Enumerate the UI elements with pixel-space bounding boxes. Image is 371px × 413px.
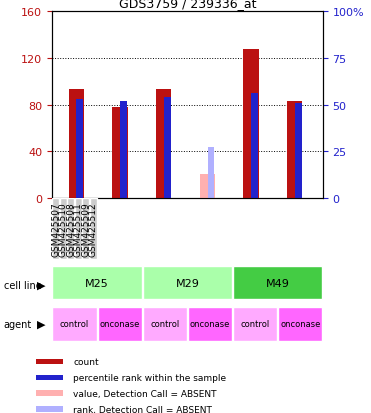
Text: onconase: onconase (99, 320, 140, 329)
Bar (76, 100, 83, 198)
Text: ▶: ▶ (37, 319, 46, 329)
FancyBboxPatch shape (67, 199, 75, 260)
Text: percentile rank within the sample: percentile rank within the sample (73, 373, 226, 382)
FancyBboxPatch shape (98, 307, 142, 341)
FancyBboxPatch shape (75, 199, 82, 260)
Text: M25: M25 (85, 278, 109, 288)
Text: cell line: cell line (4, 280, 42, 290)
Text: M29: M29 (175, 278, 199, 288)
Text: GSM425511: GSM425511 (74, 202, 83, 256)
Title: GDS3759 / 239336_at: GDS3759 / 239336_at (119, 0, 256, 10)
FancyBboxPatch shape (90, 199, 97, 260)
Text: GSM425509: GSM425509 (81, 202, 90, 256)
Bar (156, 90, 171, 198)
FancyBboxPatch shape (188, 307, 232, 341)
Bar (207, 148, 214, 198)
Text: ▶: ▶ (37, 280, 46, 290)
Bar (69, 90, 84, 198)
FancyBboxPatch shape (52, 307, 96, 341)
Text: onconase: onconase (190, 320, 230, 329)
FancyBboxPatch shape (82, 199, 89, 260)
Text: value, Detection Call = ABSENT: value, Detection Call = ABSENT (73, 389, 217, 398)
Bar (287, 102, 302, 198)
Text: M49: M49 (266, 278, 290, 288)
Text: GSM425512: GSM425512 (89, 202, 98, 256)
FancyBboxPatch shape (233, 307, 277, 341)
Bar (120, 102, 127, 198)
FancyBboxPatch shape (36, 359, 63, 364)
Bar (295, 104, 302, 198)
FancyBboxPatch shape (36, 406, 63, 412)
Text: agent: agent (4, 319, 32, 329)
Text: rank, Detection Call = ABSENT: rank, Detection Call = ABSENT (73, 405, 212, 413)
Bar (251, 94, 258, 198)
FancyBboxPatch shape (52, 266, 142, 300)
Bar (164, 98, 171, 198)
FancyBboxPatch shape (143, 266, 232, 300)
FancyBboxPatch shape (278, 307, 322, 341)
Bar (243, 50, 259, 198)
Text: count: count (73, 357, 99, 366)
Bar (112, 108, 128, 198)
Text: onconase: onconase (280, 320, 321, 329)
FancyBboxPatch shape (52, 199, 59, 260)
Text: control: control (150, 320, 180, 329)
Text: control: control (240, 320, 270, 329)
Bar (200, 175, 215, 198)
FancyBboxPatch shape (143, 307, 187, 341)
FancyBboxPatch shape (233, 266, 322, 300)
FancyBboxPatch shape (60, 199, 67, 260)
Text: GSM425507: GSM425507 (51, 202, 60, 256)
Text: GSM425508: GSM425508 (66, 202, 75, 256)
FancyBboxPatch shape (36, 375, 63, 380)
Text: control: control (60, 320, 89, 329)
Text: GSM425510: GSM425510 (59, 202, 68, 256)
FancyBboxPatch shape (36, 391, 63, 396)
